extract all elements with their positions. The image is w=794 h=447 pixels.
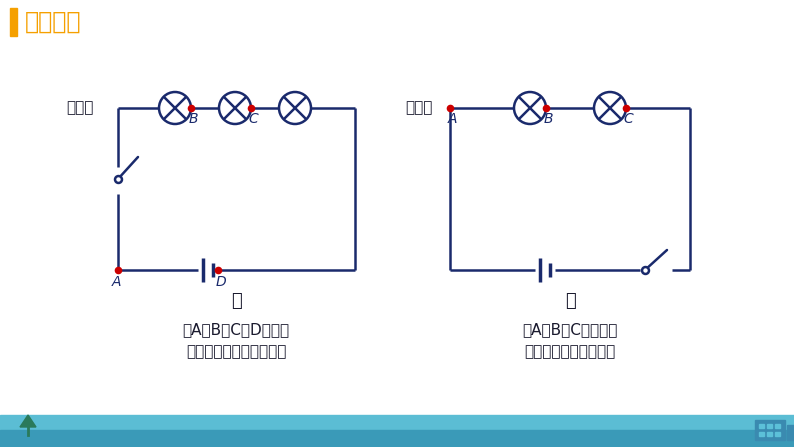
Bar: [0, 415, 794, 447]
Text: 别串联电流表得出结论。: 别串联电流表得出结论。: [186, 344, 286, 359]
Text: C: C: [623, 112, 633, 126]
Bar: [775, 432, 780, 436]
Text: 新课讲解: 新课讲解: [25, 10, 82, 34]
Text: A: A: [111, 275, 121, 289]
Bar: [10, 8, 17, 36]
Text: B: B: [188, 112, 198, 126]
Text: 乙: 乙: [565, 292, 576, 310]
Text: 取A、B、C、D四点分: 取A、B、C、D四点分: [183, 322, 290, 337]
Text: 取A、B、C三点分别: 取A、B、C三点分别: [522, 322, 618, 337]
Bar: [759, 432, 764, 436]
Text: 甲组：: 甲组：: [66, 100, 94, 115]
Bar: [755, 420, 785, 440]
Polygon shape: [20, 415, 36, 427]
Bar: [787, 425, 794, 440]
Bar: [775, 424, 780, 428]
Text: A: A: [447, 112, 457, 126]
Text: 串联电流表得出结论。: 串联电流表得出结论。: [524, 344, 615, 359]
Text: D: D: [216, 275, 226, 289]
Text: B: B: [543, 112, 553, 126]
Text: C: C: [248, 112, 258, 126]
Bar: [767, 432, 772, 436]
Text: 乙组：: 乙组：: [405, 100, 433, 115]
Bar: [0, 430, 794, 447]
Bar: [767, 424, 772, 428]
Bar: [759, 424, 764, 428]
Text: 甲: 甲: [230, 292, 241, 310]
